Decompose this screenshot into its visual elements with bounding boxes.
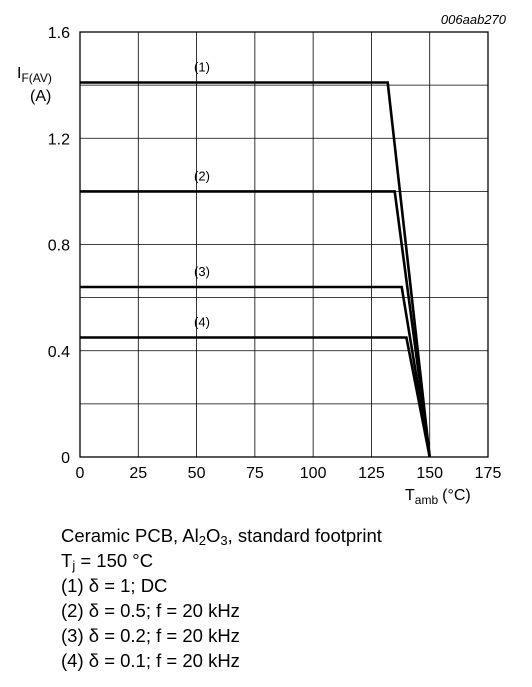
caption-note-2: (2) δ = 0.5; f = 20 kHz (61, 600, 240, 621)
series-label-4: (4) (194, 314, 210, 329)
grid (80, 32, 488, 457)
x-tick-label: 150 (416, 465, 443, 482)
plot-frame (79, 31, 489, 458)
series-labels: (1) (2) (3) (4) (194, 59, 210, 329)
x-tick-label: 175 (475, 465, 502, 482)
caption-line-1-sub2: 3 (220, 533, 228, 548)
y-axis-label-sub: F(AV) (21, 71, 51, 85)
x-axis-label-main: T (405, 487, 415, 504)
series-line-2 (80, 190, 431, 458)
caption-note-1: (1) δ = 1; DC (61, 575, 168, 596)
tick-labels: 0 25 50 75 100 125 150 175 0 0.4 0.8 1.2 1.6 (48, 25, 502, 482)
y-tick-label: 0 (61, 450, 70, 467)
x-tick-label: 75 (246, 465, 264, 482)
caption-note-3: (3) δ = 0.2; f = 20 kHz (61, 625, 240, 646)
y-axis-unit: (A) (30, 88, 51, 105)
y-tick-label: 0.4 (48, 344, 70, 361)
y-axis-label: IF(AV) (17, 65, 52, 85)
caption-line-1-mid: O (206, 525, 221, 546)
caption-line-2-post: = 150 °C (75, 550, 154, 571)
caption: Ceramic PCB, Al2O3, standard footprint T… (61, 523, 382, 673)
x-axis-label: Tamb (°C) (405, 487, 471, 507)
caption-line-1: Ceramic PCB, Al2O3, standard footprint (61, 523, 382, 548)
x-tick-label: 125 (358, 465, 385, 482)
caption-line-2-pre: T (61, 550, 73, 571)
x-tick-label: 0 (76, 465, 85, 482)
y-tick-label: 1.6 (48, 25, 70, 42)
y-tick-label: 1.2 (48, 131, 70, 148)
x-tick-label: 100 (300, 465, 327, 482)
series-label-1: (1) (194, 59, 210, 74)
series-line-4 (80, 336, 431, 458)
caption-note-4: (4) δ = 0.1; f = 20 kHz (61, 650, 240, 671)
series-line-1 (80, 81, 431, 458)
x-tick-label: 25 (129, 465, 147, 482)
series-layer (80, 81, 431, 458)
caption-line-1-post: , standard footprint (227, 525, 382, 546)
caption-line-2-sub: j (72, 558, 76, 573)
series-label-3: (3) (194, 264, 210, 279)
figure-id: 006aab270 (441, 12, 507, 27)
caption-line-1-sub1: 2 (198, 533, 206, 548)
x-tick-label: 50 (188, 465, 206, 482)
y-axis-label-main: I (17, 65, 21, 82)
series-line-3 (80, 285, 431, 458)
caption-line-1-pre: Ceramic PCB, Al (61, 525, 199, 546)
series-label-2: (2) (194, 168, 210, 183)
x-axis-label-sub: amb (415, 493, 439, 507)
y-tick-label: 0.8 (48, 238, 70, 255)
x-axis-label-unit: (°C) (442, 487, 471, 504)
caption-line-2: Tj = 150 °C (61, 548, 382, 573)
